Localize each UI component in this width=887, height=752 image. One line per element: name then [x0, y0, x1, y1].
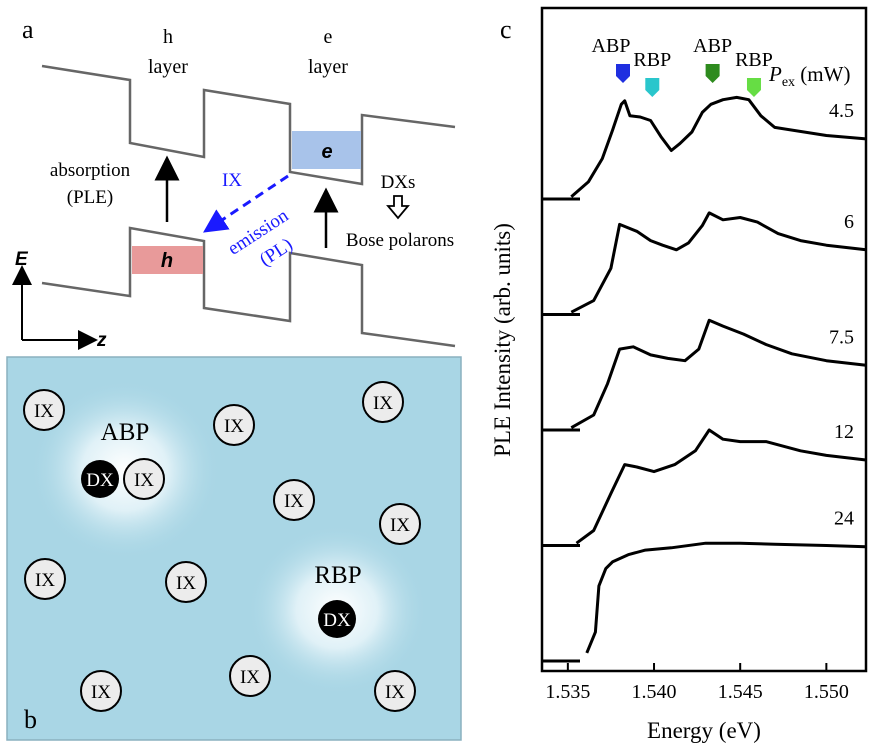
ix-label: IX [224, 416, 244, 437]
valence-band [41, 226, 456, 348]
conduction-band [41, 64, 456, 186]
peak-marker-icon [705, 64, 720, 83]
panel-b: ABP RBP IX IX IX IX IX IX IX IX IX IX IX DX DX b [6, 356, 462, 741]
ix-label: IX [91, 682, 111, 703]
ix-particle [123, 458, 165, 500]
x-tick-label: 1.540 [632, 681, 677, 703]
panel-a-label: a [22, 15, 34, 44]
hole-level-box [132, 246, 203, 274]
ix-particle [362, 381, 404, 423]
dx-label: DX [86, 470, 114, 491]
h-layer-label-line2: layer [148, 56, 188, 78]
y-axis-label: PLE Intensity (arb. units) [490, 223, 515, 457]
peak-marker-icon [616, 64, 630, 83]
x-axis-label: Energy (eV) [647, 718, 761, 743]
ple-curve [570, 211, 867, 314]
e-layer-label-line1: e [324, 26, 333, 48]
absorption-label-line1: absorption [50, 160, 131, 181]
power-label: 6 [844, 211, 854, 233]
hole-label: h [161, 250, 173, 272]
peak-marker-label: RBP [633, 49, 671, 71]
ix-label: IX [35, 570, 55, 591]
ix-particle [165, 561, 207, 603]
ix-particles: IX IX IX IX IX IX IX IX IX IX IX [23, 381, 421, 712]
peak-marker-label: ABP [592, 35, 631, 57]
power-label: 24 [834, 508, 854, 530]
ix-particle [379, 503, 421, 545]
electron-level-box [292, 131, 361, 169]
panel-c-label: c [500, 15, 512, 44]
peak-marker-icon [746, 78, 761, 97]
ix-label: IX [176, 573, 196, 594]
e-layer-label-line2: layer [308, 56, 348, 78]
ix-label: IX [222, 170, 242, 191]
abp-label: ABP [101, 419, 150, 446]
x-tick-label: 1.545 [718, 681, 763, 703]
x-ticks: 1.535 1.540 1.545 1.550 [545, 663, 849, 703]
ple-curves: 4.5 6 7.5 12 24 [542, 95, 867, 663]
peak-marker-label: RBP [735, 49, 773, 71]
panel-b-label: b [24, 705, 37, 734]
x-tick-label: 1.535 [545, 681, 590, 703]
panel-a: a h layer e layer e h absorption (PLE) I… [12, 15, 456, 351]
rbp-label: RBP [314, 562, 361, 589]
hollow-down-arrow-icon [386, 195, 410, 220]
ix-particle [273, 479, 315, 521]
pex-label: Pex (mW) [768, 62, 850, 90]
ix-particle [213, 404, 255, 446]
energy-axis-label: E [15, 249, 29, 270]
ix-particle [23, 389, 65, 431]
plot-frame [540, 6, 868, 673]
ix-label: IX [385, 682, 405, 703]
power-label: 4.5 [829, 100, 854, 122]
ix-label: IX [373, 393, 393, 414]
dx-particle [81, 460, 119, 498]
ple-curve [585, 541, 867, 654]
emission-arrow [203, 174, 289, 233]
peak-marker-label: ABP [693, 35, 732, 57]
power-label: 7.5 [829, 326, 854, 348]
x-tick-label: 1.550 [804, 681, 849, 703]
ix-particle [374, 670, 416, 712]
dx-particle [318, 600, 356, 638]
ple-curve [570, 95, 867, 198]
dxs-label: DXs [381, 172, 416, 193]
dx-label: DX [323, 610, 351, 631]
bose-polarons-label: Bose polarons [346, 230, 454, 251]
ix-particle [229, 655, 271, 697]
ix-particle [24, 558, 66, 600]
electron-label: e [321, 141, 332, 163]
panel-c: c PLE Intensity (arb. units) Energy (eV)… [490, 6, 868, 743]
absorption-label-line2: (PLE) [67, 187, 113, 208]
h-layer-label-line1: h [163, 26, 173, 48]
ix-label: IX [284, 491, 304, 512]
abp-glow [30, 380, 220, 560]
ple-curve [570, 318, 867, 430]
z-axis-label: z [96, 330, 107, 351]
ix-particle [80, 670, 122, 712]
ix-label: IX [390, 515, 410, 536]
ix-label: IX [134, 470, 154, 491]
ix-label: IX [240, 667, 260, 688]
power-label: 12 [834, 421, 854, 443]
peak-marker-icon [645, 78, 660, 97]
ix-label: IX [34, 401, 54, 422]
ple-curve [575, 428, 867, 545]
